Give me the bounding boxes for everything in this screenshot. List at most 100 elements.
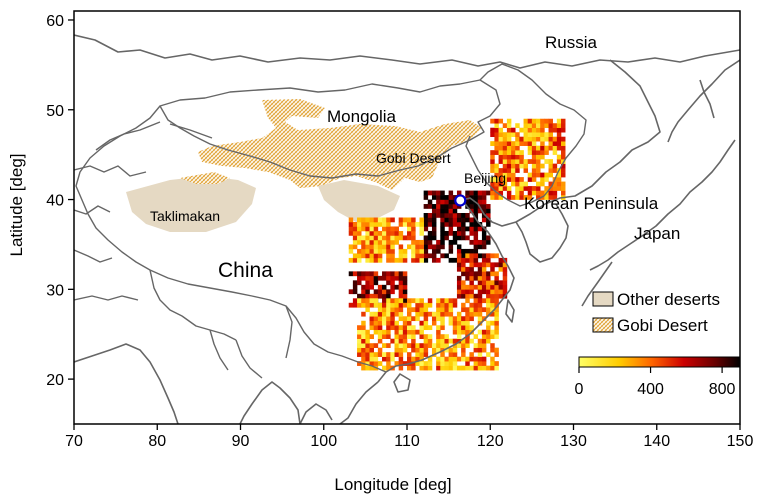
heat-cell xyxy=(365,338,370,344)
heat-cell xyxy=(361,221,366,227)
heat-cell xyxy=(494,325,499,331)
heat-cell xyxy=(490,311,495,317)
heat-cell xyxy=(473,293,479,299)
heat-cell xyxy=(498,186,504,191)
heat-cell xyxy=(369,217,374,223)
heat-cell xyxy=(486,302,491,308)
heat-cell xyxy=(531,127,537,133)
heat-cell xyxy=(348,271,354,277)
heat-cell xyxy=(361,334,366,340)
heat-cell xyxy=(423,302,429,308)
heat-cell xyxy=(431,343,437,348)
heat-cell xyxy=(423,257,429,263)
heat-cell xyxy=(477,365,483,371)
heat-cell xyxy=(452,365,458,371)
heat-cell xyxy=(536,172,541,178)
heat-cell xyxy=(357,226,362,232)
heat-cell xyxy=(352,239,358,245)
heat-cell xyxy=(382,221,387,227)
heat-cell xyxy=(519,190,524,196)
heat-cell xyxy=(486,334,491,340)
heat-cell xyxy=(544,118,549,124)
heat-cell xyxy=(481,230,487,236)
heat-cell xyxy=(540,118,545,124)
heat-cell xyxy=(486,329,491,335)
heat-cell xyxy=(423,365,429,371)
heat-cell xyxy=(540,127,545,133)
heat-cell xyxy=(511,159,516,164)
heat-cell xyxy=(448,221,454,227)
heat-cell xyxy=(515,168,520,173)
heat-cell xyxy=(552,145,558,151)
heat-cell xyxy=(469,316,474,322)
heat-cell xyxy=(456,311,462,317)
heat-cell xyxy=(469,195,474,200)
heat-cell xyxy=(352,289,358,295)
heat-cell xyxy=(552,127,558,133)
heat-cell xyxy=(481,365,487,371)
heat-cell xyxy=(386,298,391,304)
heat-cell xyxy=(531,159,537,164)
heat-cell xyxy=(444,311,449,317)
colorbar: 0 400 800 xyxy=(575,356,741,398)
heat-cell xyxy=(427,311,433,317)
heat-cell xyxy=(365,253,370,259)
heat-cell xyxy=(357,361,362,366)
heat-cell xyxy=(452,325,458,331)
heat-cell xyxy=(461,343,466,348)
heat-cell xyxy=(473,204,479,209)
heat-cell xyxy=(419,352,424,357)
heat-cell xyxy=(486,217,491,223)
heat-cell xyxy=(502,141,508,146)
heat-cell xyxy=(382,235,387,241)
heat-cell xyxy=(390,244,395,250)
heat-cell xyxy=(561,136,566,142)
heat-cell xyxy=(402,248,408,254)
heat-cell xyxy=(377,307,383,313)
heat-cell xyxy=(456,316,462,322)
heat-cell xyxy=(473,235,479,241)
heat-cell xyxy=(448,302,454,308)
heat-cell xyxy=(386,352,391,357)
heat-cell xyxy=(390,302,395,308)
heat-cell xyxy=(419,298,424,304)
heat-cell xyxy=(486,284,491,290)
heat-cell xyxy=(481,239,487,245)
heat-cell xyxy=(494,289,499,295)
heat-cell xyxy=(382,244,387,250)
heat-cell xyxy=(402,302,408,308)
heat-cell xyxy=(473,311,479,317)
heat-cell xyxy=(448,352,454,357)
heat-cell xyxy=(431,230,437,236)
heat-cell xyxy=(540,154,545,160)
y-axis-ticks: 20 30 40 50 60 xyxy=(46,13,74,389)
heat-cell xyxy=(369,248,374,254)
heat-cell xyxy=(386,293,391,299)
heat-cell xyxy=(498,280,504,286)
colorbar-tick-label: 400 xyxy=(637,381,664,398)
heat-cell xyxy=(481,329,487,335)
heat-cell xyxy=(386,325,391,331)
heat-cell xyxy=(365,244,370,250)
ordos-desert-area xyxy=(318,180,400,222)
heat-cell xyxy=(473,298,479,304)
heat-cell xyxy=(423,217,429,223)
heat-cell xyxy=(486,338,491,344)
heat-cell xyxy=(490,307,495,313)
heat-cell xyxy=(556,181,562,187)
heat-cell xyxy=(361,320,366,326)
heat-cell xyxy=(419,230,424,236)
heat-cell xyxy=(473,361,479,366)
heat-cell xyxy=(377,293,383,299)
heat-cell xyxy=(448,307,454,313)
heat-cell xyxy=(523,136,529,142)
heat-cell xyxy=(386,316,391,322)
heat-cell xyxy=(386,343,391,348)
x-tick-label: 140 xyxy=(643,433,670,450)
heat-cell xyxy=(481,275,487,281)
heat-cell xyxy=(411,316,416,322)
heat-cell xyxy=(394,275,399,281)
heat-cell xyxy=(398,293,404,299)
heat-cell xyxy=(431,257,437,263)
heat-cell xyxy=(498,293,504,299)
